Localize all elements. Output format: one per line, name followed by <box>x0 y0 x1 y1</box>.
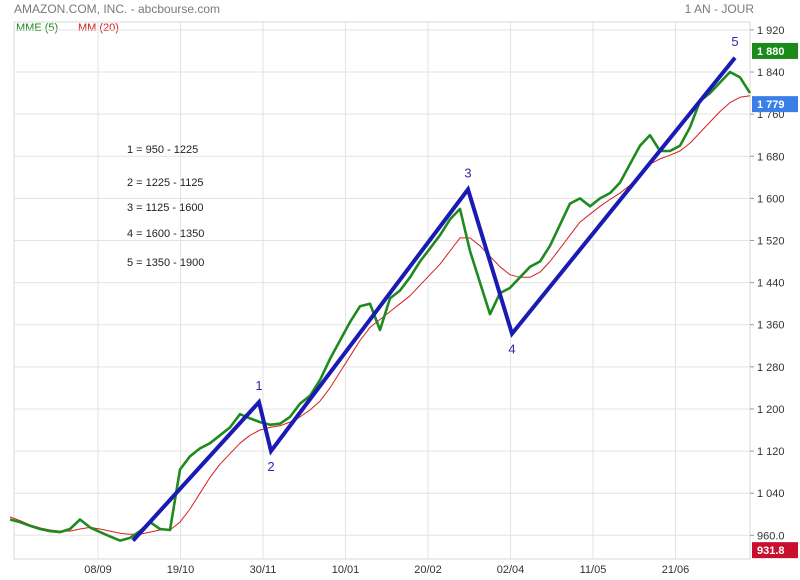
price-badge-label: 1 880 <box>757 46 785 58</box>
y-tick-label: 960.0 <box>757 530 785 542</box>
series-line-mme5 <box>9 70 752 542</box>
wave-annotation: 5 = 1350 - 1900 <box>127 257 204 269</box>
elliott-wave-line <box>131 56 737 542</box>
y-tick-label: 1 440 <box>757 278 785 290</box>
wave-label: 2 <box>267 459 274 474</box>
price-badge-label: 1 779 <box>757 99 785 111</box>
x-tick-label: 30/11 <box>250 564 277 576</box>
price-badge <box>752 96 798 113</box>
x-tick-label: 08/09 <box>84 564 112 576</box>
wave-label: 1 <box>255 378 262 393</box>
price-badge-label: 931.8 <box>757 545 785 557</box>
wave-label: 4 <box>508 342 515 357</box>
x-tick-label: 02/04 <box>497 564 525 576</box>
y-tick-label: 1 840 <box>757 67 785 79</box>
y-tick-label: 1 040 <box>757 488 785 500</box>
y-tick-label: 1 200 <box>757 404 785 416</box>
y-tick-label: 1 920 <box>757 25 785 37</box>
legend-mme: MME (5) <box>16 22 59 34</box>
wave-label: 5 <box>731 34 738 49</box>
series-line-mm20 <box>9 95 751 535</box>
wave-annotation: 3 = 1125 - 1600 <box>127 202 204 214</box>
y-tick-label: 1 600 <box>757 193 785 205</box>
chart-title: AMAZON.COM, INC. - abcbourse.com <box>14 2 221 16</box>
plot-frame <box>13 21 751 560</box>
y-tick-label: 1 520 <box>757 235 785 247</box>
price-badge <box>752 542 798 559</box>
wave-annotation: 2 = 1225 - 1125 <box>127 177 204 189</box>
y-tick-label: 1 680 <box>757 151 785 163</box>
y-tick-label: 1 280 <box>757 362 785 374</box>
period-label[interactable]: 1 AN - JOUR <box>684 2 754 16</box>
x-tick-label: 10/01 <box>332 564 360 576</box>
wave-label: 3 <box>464 165 471 180</box>
x-tick-label: 21/06 <box>662 564 690 576</box>
wave-annotation: 4 = 1600 - 1350 <box>127 228 204 240</box>
y-tick-label: 1 360 <box>757 320 785 332</box>
y-tick-label: 1 120 <box>757 446 785 458</box>
x-tick-label: 20/02 <box>414 564 442 576</box>
x-tick-label: 11/05 <box>580 564 607 576</box>
y-tick-label: 1 760 <box>757 109 785 121</box>
wave-annotation: 1 = 950 - 1225 <box>127 144 198 156</box>
x-tick-label: 19/10 <box>167 564 195 576</box>
price-badge <box>752 42 798 59</box>
